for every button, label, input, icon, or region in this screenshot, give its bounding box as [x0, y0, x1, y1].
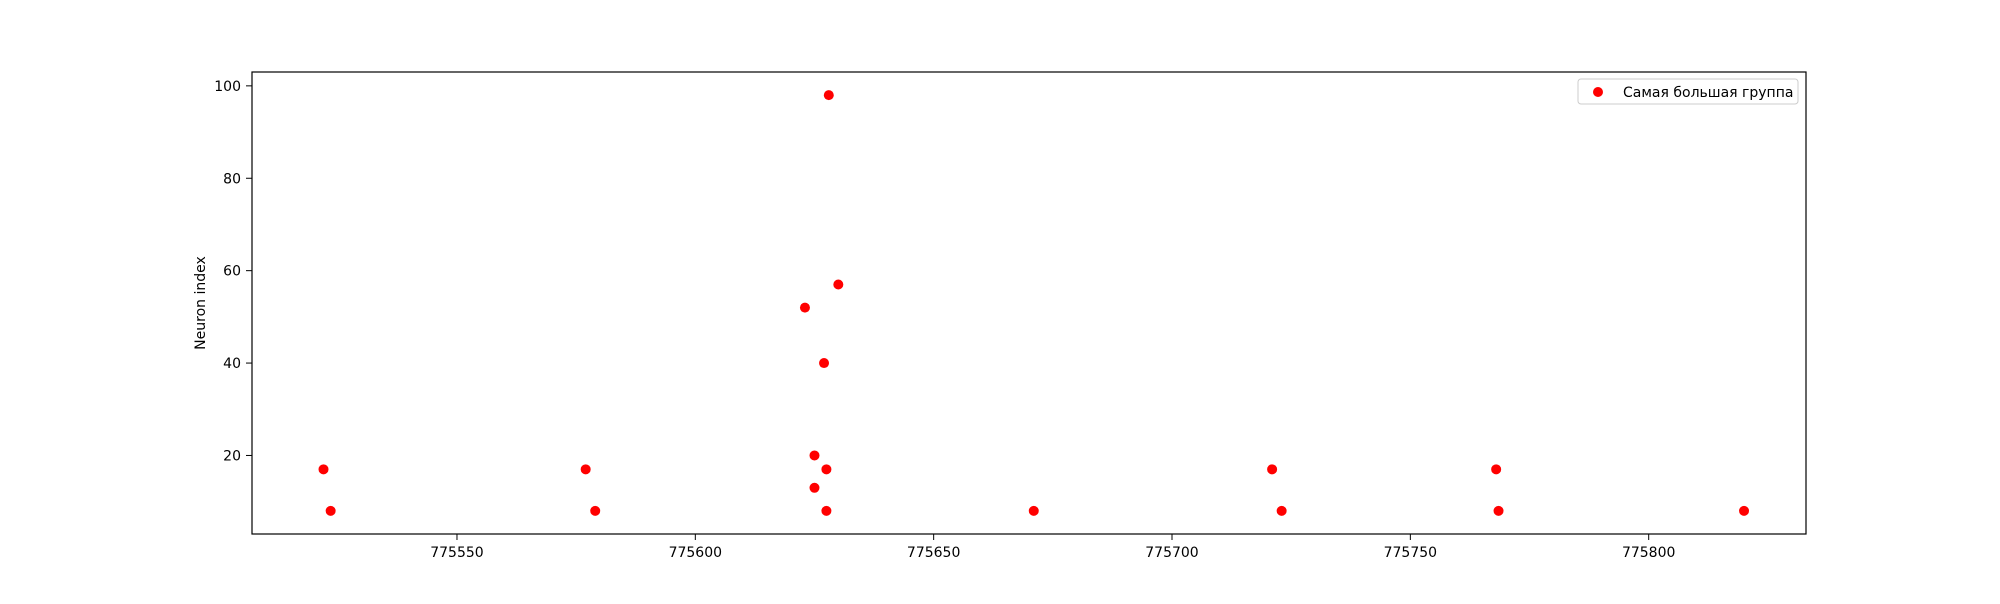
data-point [821, 505, 832, 516]
data-point [809, 482, 820, 493]
y-tick-label: 100 [214, 79, 241, 95]
data-point [799, 302, 810, 313]
x-tick-label: 775650 [907, 545, 960, 561]
x-axis-ticks: 775550 775600 775650 775700 775750 775800 [430, 534, 1675, 561]
data-point [1028, 505, 1039, 516]
y-tick-label: 80 [223, 171, 241, 187]
data-point [1493, 505, 1504, 516]
data-point [1267, 464, 1278, 475]
data-point [590, 505, 601, 516]
legend-label: Самая большая группа [1623, 85, 1793, 101]
y-tick-label: 40 [223, 356, 241, 372]
data-point [821, 464, 832, 475]
data-points-layer [318, 90, 1750, 516]
y-axis-ticks: 20 40 60 80 100 [214, 79, 252, 464]
legend: Самая большая группа [1577, 78, 1799, 105]
data-point [318, 464, 329, 475]
x-tick-label: 775750 [1384, 545, 1437, 561]
legend-box [1577, 78, 1799, 105]
data-point [580, 464, 591, 475]
y-tick-label: 20 [223, 448, 241, 464]
x-tick-label: 775550 [430, 545, 483, 561]
y-axis-label: Neuron index [193, 256, 209, 350]
y-tick-label: 60 [223, 264, 241, 280]
x-tick-label: 775700 [1145, 545, 1198, 561]
x-tick-label: 775800 [1622, 545, 1675, 561]
data-point [1491, 464, 1502, 475]
axes-frame [251, 71, 1807, 535]
data-point [823, 90, 834, 101]
data-point [1276, 505, 1287, 516]
x-tick-label: 775600 [669, 545, 722, 561]
data-point [833, 279, 844, 290]
legend-marker [1593, 87, 1603, 97]
data-point [1739, 505, 1750, 516]
data-point [809, 450, 820, 461]
data-point [325, 505, 336, 516]
data-point [819, 358, 830, 369]
